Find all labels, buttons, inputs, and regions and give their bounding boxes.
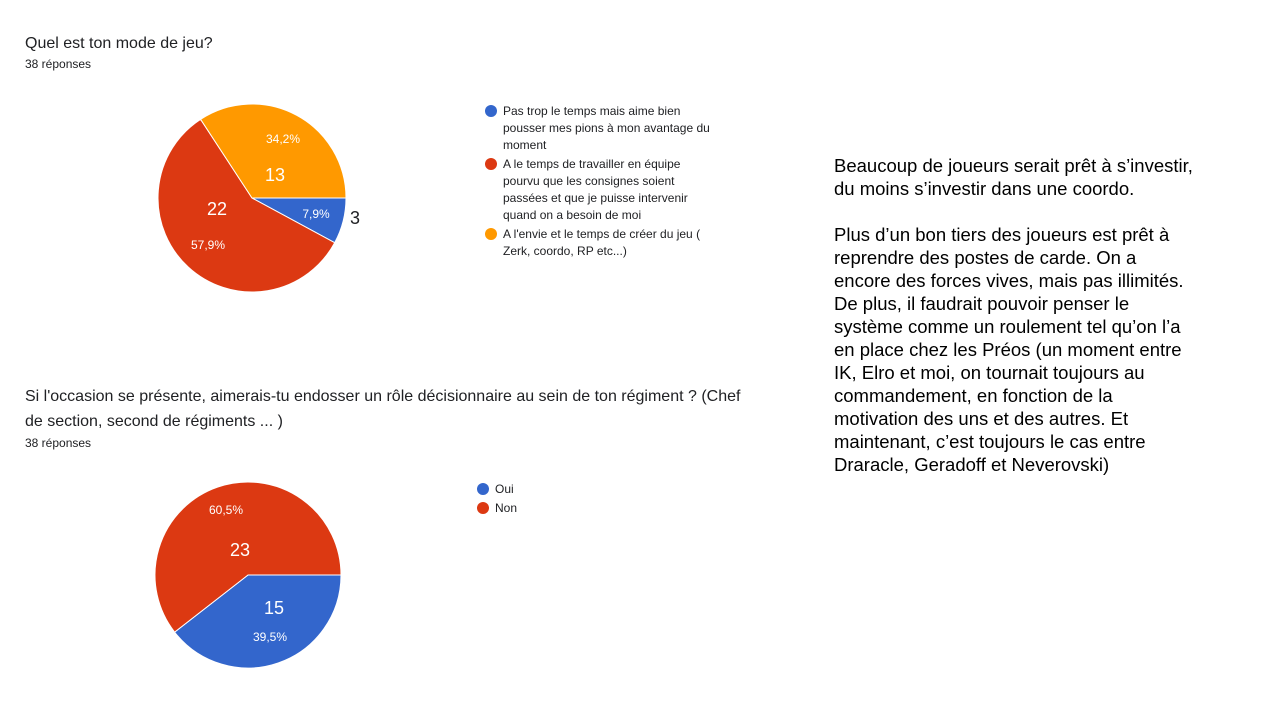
legend-label: A l'envie et le temps de créer du jeu ( … <box>503 227 701 258</box>
pie-slice <box>157 118 336 293</box>
slice-percent: 7,9% <box>302 207 330 221</box>
legend-item: Non <box>477 500 597 517</box>
legend-marker <box>485 105 497 117</box>
note: Plus d’un bon tiers des joueurs est prêt… <box>834 224 1184 291</box>
legend-marker <box>477 483 489 495</box>
slice-count: 22 <box>207 199 227 219</box>
legend: Oui Non <box>477 481 597 517</box>
legend-label: Pas trop le temps mais aime bien pousser… <box>503 104 710 152</box>
legend-marker <box>477 502 489 514</box>
slice-count: 3 <box>350 208 360 228</box>
legend-item: Pas trop le temps mais aime bien pousser… <box>485 103 710 154</box>
slice-count: 23 <box>230 540 250 560</box>
slice-percent: 60,5% <box>209 503 243 517</box>
slice-percent: 57,9% <box>191 238 225 252</box>
legend-item: A le temps de travailler en équipe pourv… <box>485 156 710 224</box>
pie-slice <box>173 574 342 669</box>
chart-title: Si l'occasion se présente, aimerais-tu e… <box>25 388 741 430</box>
legend-marker <box>485 228 497 240</box>
legend-label: Non <box>495 501 518 515</box>
note: De plus, il faudrait pouvoir penser le s… <box>834 293 1182 475</box>
notes: Beaucoup de joueurs serait prêt à s’inve… <box>834 154 1194 476</box>
pie-slice <box>199 103 347 199</box>
legend-item: Oui <box>477 481 597 498</box>
legend-marker <box>485 158 497 170</box>
legend-label: A le temps de travailler en équipe pourv… <box>503 157 688 222</box>
chart-title: Quel est ton mode de jeu? <box>25 35 213 52</box>
slice-count: 15 <box>264 598 284 618</box>
chart-subtitle: 38 réponses <box>25 436 92 450</box>
legend: Pas trop le temps mais aime bien pousser… <box>485 103 710 260</box>
slice-percent: 34,2% <box>266 132 300 146</box>
slice-percent: 39,5% <box>253 630 287 644</box>
legend-label: Oui <box>495 482 514 496</box>
note: Beaucoup de joueurs serait prêt à s’inve… <box>834 155 1193 199</box>
pie-slice <box>154 481 342 633</box>
chart-subtitle: 38 réponses <box>25 57 92 71</box>
slice-count: 13 <box>265 165 285 185</box>
legend-item: A l'envie et le temps de créer du jeu ( … <box>485 226 710 260</box>
